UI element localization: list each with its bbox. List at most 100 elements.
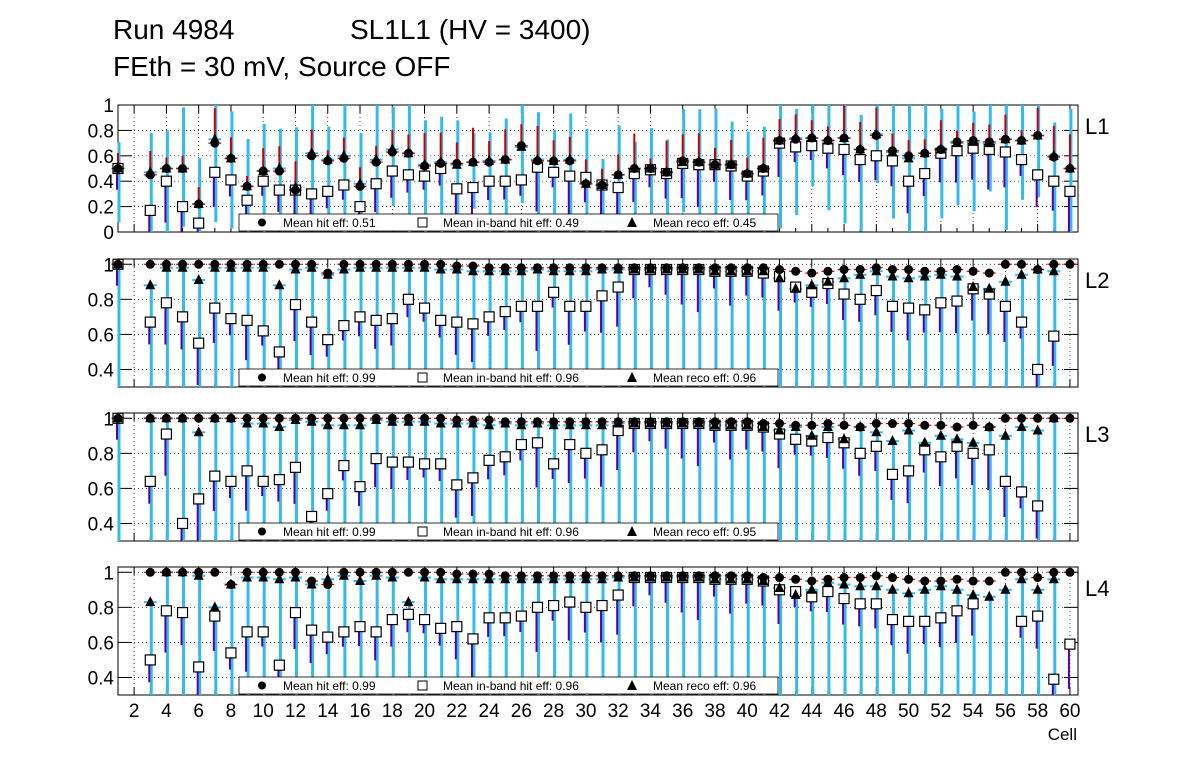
legend-hit-label: Mean hit eff: 0.99 [283,525,376,539]
hit-efficiency-marker [420,259,430,269]
hit-efficiency-marker [823,136,833,146]
hit-efficiency-marker [694,571,704,581]
hit-efficiency-marker [323,156,333,166]
hit-efficiency-marker [726,417,736,427]
hit-efficiency-marker [226,413,236,423]
hit-efficiency-marker [678,417,688,427]
inband-efficiency-marker [370,178,382,190]
inband-efficiency-marker [306,188,318,200]
x-tick-label: 26 [511,701,532,722]
y-tick-label: 0.4 [88,360,115,381]
inband-efficiency-marker [1015,615,1028,627]
x-tick-label: 52 [930,701,951,722]
hit-efficiency-marker [1049,413,1059,423]
reco-efficiency-marker [984,282,995,293]
hit-efficiency-marker [339,413,349,423]
hit-efficiency-marker [984,137,994,147]
legend-box [238,213,779,232]
hit-efficiency-marker [1033,573,1043,583]
legend-box [238,676,779,695]
reco-efficiency-marker [871,426,882,437]
hit-efficiency-marker [645,263,655,273]
inband-efficiency-marker [870,598,882,610]
reco-efficiency-marker [968,589,979,600]
hit-efficiency-marker [323,268,333,278]
hit-efficiency-marker [210,567,220,577]
hit-efficiency-marker [258,413,268,423]
inband-efficiency-marker [499,612,511,624]
inband-efficiency-marker [402,608,415,620]
inband-efficiency-marker [176,606,189,619]
hit-efficiency-marker [887,146,897,156]
inband-efficiency-marker [322,631,334,643]
hit-efficiency-marker [775,573,785,583]
hit-efficiency-marker [839,133,849,143]
inband-efficiency-marker [499,306,511,318]
hit-efficiency-marker [645,164,655,173]
inband-efficiency-marker [919,167,931,180]
hit-efficiency-marker [113,164,123,173]
hit-efficiency-marker [1017,567,1027,577]
y-tick-label: 0 [103,223,114,244]
hit-efficiency-marker [952,422,962,432]
hit-efficiency-marker [258,567,268,577]
hit-efficiency-marker [161,413,171,423]
hit-efficiency-marker [791,420,801,430]
inband-efficiency-marker [612,281,624,293]
hit-efficiency-marker [581,417,591,427]
hit-efficiency-marker [984,422,994,432]
reco-efficiency-marker [1016,421,1027,432]
hit-efficiency-marker [436,158,446,168]
hit-efficiency-marker [710,417,720,427]
layer-label: L3 [1085,422,1109,447]
inband-efficiency-marker [451,183,463,195]
hit-efficiency-marker [161,164,171,173]
hit-efficiency-marker [1000,259,1010,269]
hit-efficiency-marker [565,156,575,166]
reco-efficiency-marker [1000,275,1011,286]
hit-efficiency-marker [758,263,768,273]
hit-efficiency-marker [468,157,478,167]
reco-efficiency-marker [935,429,946,440]
hit-efficiency-marker [339,259,349,269]
inband-efficiency-marker [935,451,947,463]
inband-efficiency-marker [596,444,608,456]
hit-efficiency-marker [629,263,639,273]
inband-efficiency-marker [386,614,398,626]
inband-efficiency-marker [886,614,899,626]
reco-efficiency-marker [774,424,785,435]
hit-efficiency-marker [920,148,930,158]
inband-efficiency-marker [564,170,576,182]
legend-inband-marker [417,680,428,691]
inband-efficiency-marker [838,288,850,300]
inband-efficiency-marker [435,622,447,634]
inband-efficiency-marker [580,300,592,312]
legend-hit-label: Mean hit eff: 0.99 [283,371,376,385]
y-tick-label: 1 [103,563,114,584]
legend-reco-label: Mean reco eff: 0.45 [653,216,757,230]
hit-efficiency-marker [194,199,204,209]
x-tick-label: 60 [1059,701,1080,722]
reco-efficiency-marker [274,573,285,584]
hit-efficiency-marker [645,571,655,581]
hit-efficiency-marker [613,170,623,180]
x-tick-label: 4 [161,701,172,722]
hit-efficiency-marker [855,144,865,154]
x-tick-label: 36 [672,701,693,722]
hit-efficiency-marker [258,259,268,269]
inband-efficiency-marker [418,458,431,470]
hit-efficiency-marker [597,571,607,581]
hit-efficiency-marker [920,266,930,276]
hit-efficiency-marker [242,567,252,577]
settings-title: FEth = 30 mV, Source OFF [113,51,451,82]
x-tick-label: 12 [285,701,306,722]
panel-l4: 0.4 0.6 0.8 1 L4 Mean hit eff: 0.99 Mean in-ba… [88,563,1109,696]
reco-efficiency-marker [806,429,817,440]
hit-efficiency-marker [436,413,446,423]
hit-efficiency-marker [371,567,381,577]
inband-efficiency-marker [564,438,576,451]
hit-efficiency-marker [178,413,188,423]
hit-efficiency-marker [532,571,542,581]
inband-efficiency-marker [902,302,915,314]
inband-efficiency-marker [241,314,253,326]
